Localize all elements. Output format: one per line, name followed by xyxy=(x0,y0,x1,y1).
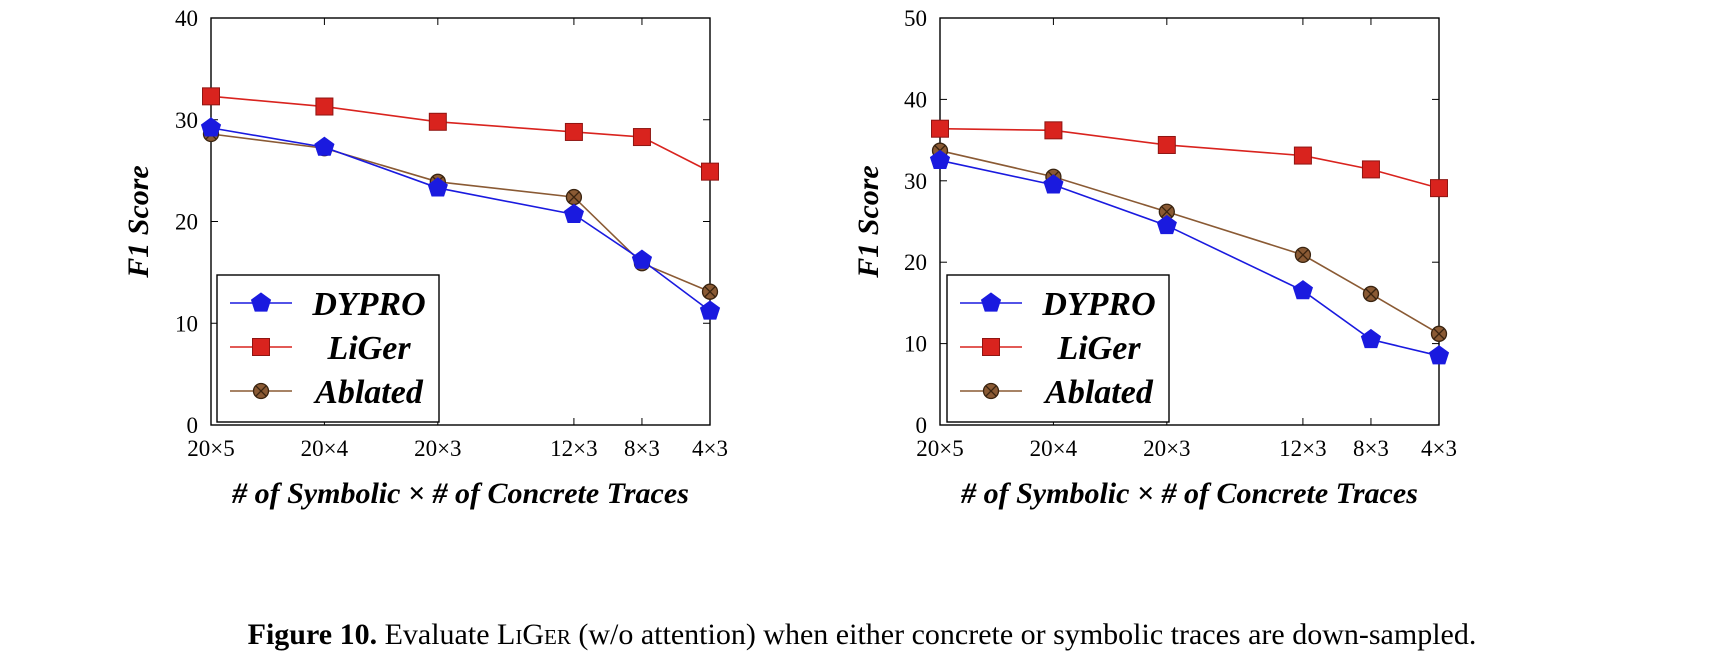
x-tick-label: 20×5 xyxy=(916,436,963,461)
legend-label-ablated: Ablated xyxy=(1043,374,1154,411)
y-tick-label: 40 xyxy=(175,6,198,31)
x-axis-title: # of Symbolic × # of Concrete Traces xyxy=(960,477,1418,510)
data-point-ablated xyxy=(1430,325,1448,342)
data-point-dypro xyxy=(699,300,721,320)
y-tick-label: 10 xyxy=(904,332,927,357)
data-point-dypro xyxy=(200,117,222,137)
series-line-liger xyxy=(939,127,1440,189)
figure-caption: Figure 10. Evaluate LiGer (w/o attention… xyxy=(0,618,1724,652)
data-point-dypro xyxy=(1428,345,1450,365)
data-point-liger xyxy=(1430,179,1448,198)
legend: DYPRO LiGer Ablated xyxy=(216,274,440,423)
data-point-liger xyxy=(564,122,583,141)
x-tick-label: 20×4 xyxy=(1030,436,1078,461)
data-point-ablated xyxy=(1362,285,1380,303)
data-point-liger xyxy=(1293,146,1312,165)
x-tick-label: 20×5 xyxy=(187,436,234,461)
legend-label-dypro: DYPRO xyxy=(1041,286,1155,323)
legend-marker-dypro xyxy=(250,292,272,312)
caption-text-before: Evaluate xyxy=(377,618,498,651)
data-point-liger xyxy=(1361,160,1380,179)
series-line-ablated xyxy=(939,149,1440,335)
caption-label: Figure 10. xyxy=(247,618,378,651)
y-tick-label: 0 xyxy=(916,413,928,438)
data-point-dypro xyxy=(563,203,585,223)
legend-marker-dypro xyxy=(980,292,1002,312)
legend-marker-ablated xyxy=(982,382,1000,400)
y-tick-label: 20 xyxy=(175,210,198,235)
chart-right: 0 10 20 30 40 50 20×5 20×4 20×3 12×3 8×3 4×3# of Sy… xyxy=(852,6,1457,510)
legend-label-ablated: Ablated xyxy=(313,374,424,411)
x-tick-label: 4×3 xyxy=(1421,436,1457,461)
x-tick-label: 8×3 xyxy=(624,436,660,461)
caption-system-name: LiGer xyxy=(497,618,571,651)
legend-label-liger: LiGer xyxy=(1056,330,1141,367)
y-axis-title: F1 Score xyxy=(852,165,885,279)
chart-left: 0 10 20 30 40 20×5 20×4 20×3 12×3 8×3 4×3# of Symb… xyxy=(122,6,728,510)
x-tick-label: 20×3 xyxy=(414,436,461,461)
series-line-liger xyxy=(210,95,711,173)
y-tick-label: 30 xyxy=(175,108,198,133)
data-point-liger xyxy=(632,128,651,147)
data-point-dypro xyxy=(929,149,951,170)
data-point-liger xyxy=(1157,135,1176,154)
series-line-dypro xyxy=(939,159,1440,357)
series-line-ablated xyxy=(210,133,711,293)
data-point-liger xyxy=(931,119,949,138)
legend-marker-liger xyxy=(252,338,270,356)
data-point-dypro xyxy=(1156,214,1177,235)
caption-text-after: (w/o attention) when either concrete or … xyxy=(570,618,1477,651)
data-point-liger xyxy=(1044,121,1063,140)
x-axis-title: # of Symbolic × # of Concrete Traces xyxy=(231,477,689,510)
x-tick-label: 12×3 xyxy=(550,436,597,461)
data-point-ablated xyxy=(565,188,583,206)
y-tick-label: 10 xyxy=(175,311,198,336)
data-point-ablated xyxy=(1158,203,1175,220)
x-tick-label: 20×3 xyxy=(1143,436,1190,461)
data-point-liger xyxy=(428,112,447,131)
x-tick-label: 12×3 xyxy=(1279,436,1326,461)
legend-label-dypro: DYPRO xyxy=(311,286,425,323)
x-tick-label: 4×3 xyxy=(692,436,728,461)
y-tick-label: 40 xyxy=(904,87,927,112)
data-point-ablated xyxy=(701,283,719,300)
y-tick-label: 50 xyxy=(904,6,927,31)
data-point-liger xyxy=(202,87,220,106)
legend-marker-ablated xyxy=(252,382,270,400)
y-tick-label: 20 xyxy=(904,250,927,275)
data-point-dypro xyxy=(1043,174,1064,194)
y-axis-title: F1 Score xyxy=(122,165,155,279)
data-point-dypro xyxy=(631,249,653,269)
data-point-liger xyxy=(315,97,334,116)
plot-frame xyxy=(939,17,1440,426)
data-point-dypro xyxy=(1292,280,1314,300)
x-tick-label: 20×4 xyxy=(301,436,349,461)
legend-label-liger: LiGer xyxy=(326,330,411,367)
data-point-liger xyxy=(701,162,719,181)
data-point-dypro xyxy=(1360,328,1382,349)
data-point-dypro xyxy=(427,177,448,197)
legend-marker-liger xyxy=(982,338,1000,356)
y-tick-label: 30 xyxy=(904,169,927,194)
legend: DYPRO LiGer Ablated xyxy=(946,274,1170,423)
series-line-dypro xyxy=(210,127,711,312)
data-point-dypro xyxy=(314,136,335,156)
data-point-ablated xyxy=(1294,246,1312,264)
y-tick-label: 0 xyxy=(187,413,199,438)
x-tick-label: 8×3 xyxy=(1353,436,1389,461)
